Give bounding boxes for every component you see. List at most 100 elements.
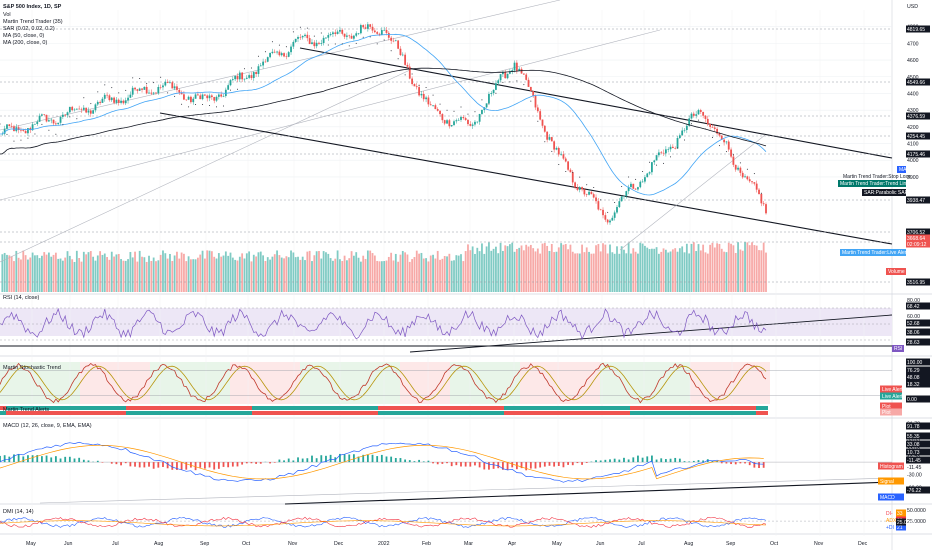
volume-bar bbox=[418, 253, 420, 292]
candle-body bbox=[515, 62, 518, 71]
alert-block bbox=[366, 406, 372, 410]
volume-bar bbox=[483, 253, 486, 292]
sar-dot bbox=[236, 88, 238, 90]
volume-bar bbox=[406, 254, 409, 292]
candle-body bbox=[187, 96, 190, 100]
candle-body bbox=[627, 186, 630, 192]
volume-bar bbox=[136, 261, 139, 292]
volume-bar bbox=[52, 254, 55, 292]
alert-block bbox=[714, 406, 720, 410]
volume-bar bbox=[106, 257, 109, 292]
candle-body bbox=[555, 147, 558, 150]
candle-body bbox=[711, 126, 714, 128]
stochastic-pane bbox=[0, 362, 892, 404]
candle-body bbox=[217, 94, 220, 97]
volume-bar bbox=[753, 245, 756, 292]
alert-block bbox=[90, 406, 96, 410]
stoch-tag: 0.00 bbox=[907, 397, 917, 403]
macd-axis-tick: 55.35 bbox=[907, 437, 920, 443]
volume-bar bbox=[525, 244, 528, 292]
alert-block bbox=[312, 411, 318, 415]
macd-hist-bar bbox=[474, 462, 476, 466]
stoch-title: Martin Stochastic Trend bbox=[3, 365, 61, 371]
candle-body bbox=[241, 72, 244, 80]
candle-body bbox=[150, 92, 153, 94]
macd-hist-bar bbox=[543, 462, 546, 467]
ma200-line bbox=[0, 67, 767, 155]
alert-block bbox=[216, 411, 222, 415]
alert-block bbox=[66, 406, 72, 410]
candle-body bbox=[562, 154, 565, 159]
volume-bar bbox=[429, 255, 432, 292]
candle-body bbox=[380, 30, 383, 35]
volume-bar bbox=[199, 254, 202, 292]
macd-hist-bar bbox=[674, 457, 677, 463]
volume-bar bbox=[478, 251, 481, 292]
macd-hist-bar bbox=[245, 462, 248, 464]
macd-hist-bar bbox=[553, 462, 556, 467]
volume-bar bbox=[709, 244, 712, 292]
volume-bar bbox=[280, 257, 283, 292]
macd-hist-bar bbox=[78, 457, 81, 463]
alert-block bbox=[738, 411, 744, 415]
candle-body bbox=[427, 97, 430, 105]
trend-line bbox=[0, 0, 561, 131]
macd-hist-bar bbox=[148, 462, 150, 467]
volume-bar bbox=[201, 250, 204, 292]
alert-block bbox=[48, 411, 54, 415]
volume-bar bbox=[290, 250, 292, 292]
candle-body bbox=[709, 123, 712, 127]
candle-body bbox=[590, 191, 593, 195]
candle-body bbox=[262, 61, 264, 66]
candle-body bbox=[222, 96, 225, 97]
candle-body bbox=[148, 92, 150, 94]
alert-block bbox=[546, 411, 552, 415]
alert-block bbox=[102, 411, 108, 415]
alert-block bbox=[750, 411, 756, 415]
alert-block bbox=[294, 406, 300, 410]
macd-series-bg bbox=[878, 462, 904, 470]
candle-body bbox=[390, 37, 393, 41]
volume-bar bbox=[22, 250, 25, 292]
macd-hist-bar bbox=[222, 462, 225, 467]
alert-block bbox=[672, 406, 678, 410]
legend-ma50: MA (50, close, 0) bbox=[3, 33, 44, 39]
stoch-tag: 100.00 bbox=[907, 360, 923, 366]
macd-hist-bar bbox=[548, 462, 551, 466]
volume-bar bbox=[266, 257, 269, 292]
candle-body bbox=[68, 106, 71, 113]
alert-block bbox=[60, 406, 66, 410]
alert-block bbox=[624, 406, 630, 410]
price-tag-bg bbox=[906, 112, 930, 120]
candle-body bbox=[31, 124, 34, 131]
alert-block bbox=[168, 411, 174, 415]
volume-bar bbox=[653, 248, 656, 292]
macd-hist-bar bbox=[637, 455, 639, 463]
volume-bar bbox=[13, 261, 15, 292]
macd-hist-bar bbox=[50, 457, 53, 463]
candle-body bbox=[103, 94, 106, 99]
alert-block bbox=[666, 406, 672, 410]
candle-body bbox=[569, 169, 572, 173]
alert-block bbox=[0, 406, 6, 410]
alert-block bbox=[438, 411, 444, 415]
sar-dot bbox=[202, 104, 204, 106]
alert-block bbox=[498, 411, 504, 415]
sar-dot bbox=[502, 81, 504, 83]
macd-hist-bar bbox=[13, 454, 15, 463]
macd-hist-bar bbox=[68, 456, 71, 463]
alert-block bbox=[204, 411, 210, 415]
volume-bar bbox=[441, 258, 444, 292]
candle-body bbox=[478, 113, 481, 122]
alert-block bbox=[504, 411, 510, 415]
candle-body bbox=[366, 24, 369, 29]
sar-dot bbox=[27, 137, 29, 139]
time-axis[interactable]: May Jun Jul Aug Sep Oct Nov Dec 2022 Feb Mar Apr May… bbox=[26, 541, 868, 547]
macd-hist-bar bbox=[269, 462, 271, 464]
volume-bar bbox=[124, 260, 127, 292]
alert-block bbox=[54, 406, 60, 410]
candle-body bbox=[113, 97, 115, 103]
volume-bar bbox=[36, 255, 39, 292]
alert-block bbox=[570, 411, 576, 415]
